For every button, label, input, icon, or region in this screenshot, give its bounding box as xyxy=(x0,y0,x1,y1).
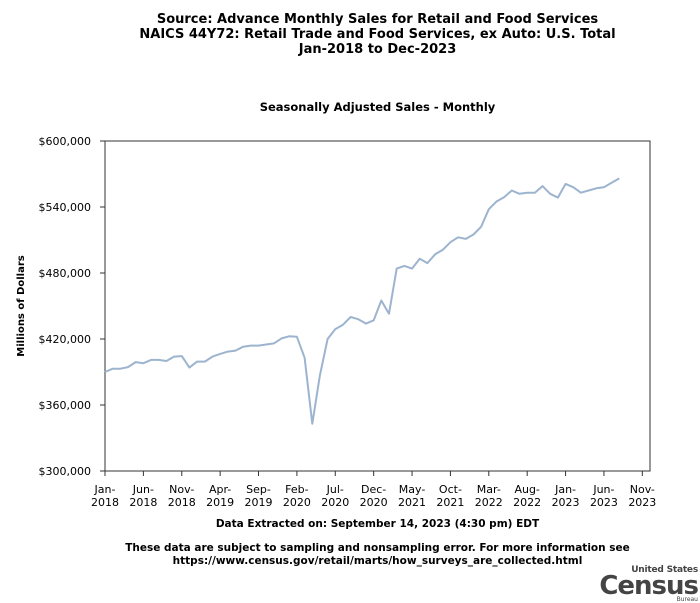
y-tick-label: $480,000 xyxy=(39,267,92,280)
x-tick-label: Sep-2019 xyxy=(245,483,273,509)
sampling-note-line2: https://www.census.gov/retail/marts/how_… xyxy=(172,555,583,567)
y-tick-label: $540,000 xyxy=(39,201,92,214)
sales-series-line xyxy=(104,177,620,425)
x-tick-label: Apr-2019 xyxy=(206,483,234,509)
x-axis-ticks: Jan-2018 Jun-2018 Nov-2018 Apr-2019 Sep-2019… xyxy=(91,471,656,509)
x-tick-label: Jan-2018 xyxy=(91,483,119,509)
x-tick-label: Nov-2023 xyxy=(628,483,656,509)
y-tick-label: $300,000 xyxy=(39,465,92,478)
y-tick-label: $600,000 xyxy=(39,135,92,148)
y-tick-label: $360,000 xyxy=(39,399,92,412)
x-tick-label: Jan-2023 xyxy=(552,483,580,509)
x-tick-label: Jun-2023 xyxy=(590,483,618,509)
data-extracted-note: Data Extracted on: September 14, 2023 (4… xyxy=(215,518,540,530)
x-tick-label: Aug-2022 xyxy=(513,483,541,509)
header-title-line3: Jan-2018 to Dec-2023 xyxy=(298,42,457,57)
x-tick-label: May-2021 xyxy=(398,483,426,509)
x-tick-label: Jul-2020 xyxy=(321,483,349,509)
y-tick-label: $420,000 xyxy=(39,333,92,346)
header-title-line1: Source: Advance Monthly Sales for Retail… xyxy=(156,12,599,27)
logo-line1: United States xyxy=(631,565,698,575)
logo-line2: Census xyxy=(599,571,699,601)
x-tick-label: Oct-2021 xyxy=(436,483,464,509)
series-group xyxy=(104,177,620,425)
census-bureau-logo: United States Census Bureau xyxy=(599,565,699,603)
x-tick-label: Mar-2022 xyxy=(475,483,503,509)
x-tick-label: Dec-2020 xyxy=(360,483,388,509)
y-axis-title: Millions of Dollars xyxy=(16,255,27,356)
plot-area-frame xyxy=(104,140,651,472)
x-tick-label: Nov-2018 xyxy=(168,483,196,509)
chart-header: Source: Advance Monthly Sales for Retail… xyxy=(0,12,700,57)
header-title-line2: NAICS 44Y72: Retail Trade and Food Servi… xyxy=(139,27,616,42)
y-axis-ticks: $300,000 $360,000 $420,000 $480,000 $540,000… xyxy=(39,135,105,478)
chart-title: Seasonally Adjusted Sales - Monthly xyxy=(259,100,496,114)
x-tick-label: Jun-2018 xyxy=(129,483,157,509)
sampling-note-line1: These data are subject to sampling and n… xyxy=(125,542,630,554)
x-tick-label: Feb-2020 xyxy=(283,483,311,509)
